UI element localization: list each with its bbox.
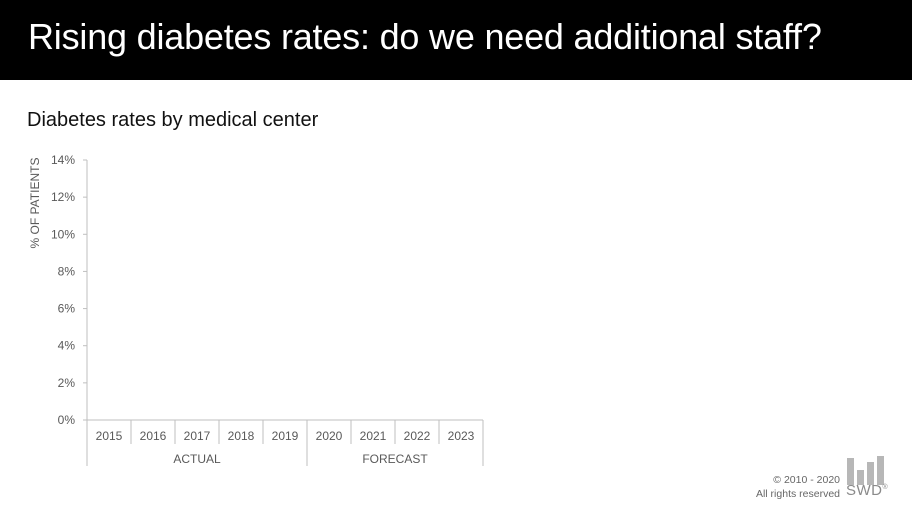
swd-logo: SWD® [846, 455, 888, 500]
y-tick-label: 0% [58, 413, 76, 427]
y-axis-title: % OF PATIENTS [28, 158, 42, 249]
header-bar: Rising diabetes rates: do we need additi… [0, 0, 912, 80]
x-tick-label: 2016 [140, 429, 167, 443]
page-title: Rising diabetes rates: do we need additi… [28, 16, 822, 57]
copyright-rights: All rights reserved [755, 488, 840, 500]
x-tick-label: 2017 [184, 429, 211, 443]
x-tick-label: 2019 [272, 429, 299, 443]
bar-chart-icon [846, 455, 886, 485]
x-tick-label: 2015 [96, 429, 123, 443]
x-tick-label: 2021 [360, 429, 387, 443]
logo-brand: SWD [846, 482, 883, 499]
y-tick-label: 14% [51, 153, 75, 167]
x-tick-label: 2023 [448, 429, 475, 443]
chart-title: Diabetes rates by medical center [27, 109, 319, 131]
y-tick-label: 10% [51, 227, 75, 241]
y-tick-label: 12% [51, 190, 75, 204]
x-tick-label: 2018 [228, 429, 255, 443]
y-tick-label: 2% [58, 376, 76, 390]
y-tick-label: 4% [58, 339, 76, 353]
x-tick-label: 2020 [316, 429, 343, 443]
logo-wordmark: SWD® [846, 482, 888, 499]
logo-registered-mark: ® [882, 484, 889, 491]
copyright-notice: © 2010 - 2020 All rights reserved [756, 473, 840, 501]
chart: 0% 2% 4% 6% 8% 10% 12% 14% % OF PATIENTS 2015 2016… [28, 153, 484, 466]
y-tick-label: 8% [58, 264, 76, 278]
copyright-years: © 2010 - 2020 [773, 474, 840, 486]
x-group-label: ACTUAL [173, 452, 221, 466]
x-tick-label: 2022 [404, 429, 431, 443]
y-tick-label: 6% [58, 302, 76, 316]
x-group-label: FORECAST [362, 452, 428, 466]
